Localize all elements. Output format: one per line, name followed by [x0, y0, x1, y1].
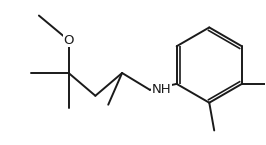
Text: NH: NH: [152, 83, 172, 96]
Text: O: O: [63, 34, 74, 47]
